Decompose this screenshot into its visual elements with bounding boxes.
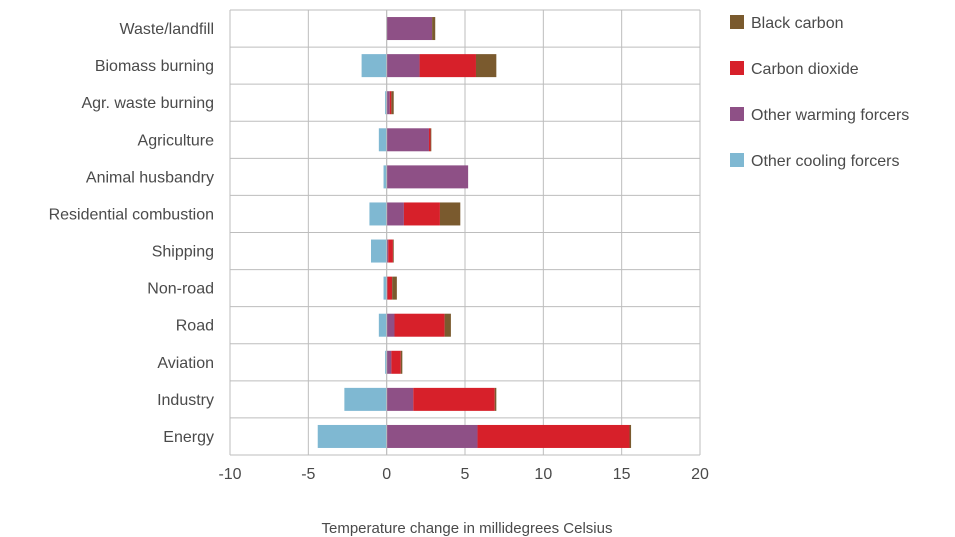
bar-segment xyxy=(400,350,403,374)
category-label: Road xyxy=(176,318,214,335)
bar-segment xyxy=(386,91,390,115)
category-label: Aviation xyxy=(157,355,214,372)
legend-label: Black carbon xyxy=(751,15,844,32)
category-label: Residential combustion xyxy=(49,206,214,223)
bar-segment xyxy=(391,91,394,115)
bar-segment xyxy=(369,202,387,226)
bar-segment xyxy=(383,276,387,300)
legend-swatch xyxy=(730,61,744,75)
bar-segment xyxy=(386,202,404,226)
bar-segment xyxy=(432,17,436,41)
bar-segment xyxy=(413,387,495,411)
bar-segment xyxy=(391,350,401,374)
category-label: Animal husbandry xyxy=(86,169,214,186)
bar-segment xyxy=(477,424,630,448)
bar-segment xyxy=(494,387,497,411)
legend-swatch xyxy=(730,153,744,167)
category-label: Energy xyxy=(163,429,214,446)
bar-segment xyxy=(378,128,387,152)
x-tick-label: 5 xyxy=(461,466,470,483)
category-label: Industry xyxy=(157,392,214,409)
bar-segment xyxy=(386,54,420,78)
bar-segment xyxy=(386,128,429,152)
category-label: Biomass burning xyxy=(95,58,214,75)
bar-segment xyxy=(386,239,389,263)
bar-segment xyxy=(403,202,440,226)
category-labels: Waste/landfill Biomass burning Agr. waste … xyxy=(49,21,215,446)
bar-segment xyxy=(386,387,414,411)
bar-segment xyxy=(361,54,387,78)
bar-segment xyxy=(386,313,395,337)
bar-segment xyxy=(439,202,461,226)
bar-segment xyxy=(430,128,432,152)
x-axis-title: Temperature change in millidegrees Celsi… xyxy=(322,520,613,537)
x-tick-label: 10 xyxy=(534,466,552,483)
bar-segment xyxy=(386,350,392,374)
x-tick-label: 0 xyxy=(382,466,391,483)
category-label: Agr. waste burning xyxy=(81,95,214,112)
bar-segment xyxy=(629,424,632,448)
bar-segment xyxy=(444,313,451,337)
x-tick-label: 15 xyxy=(613,466,631,483)
legend-swatch xyxy=(730,15,744,29)
bar-segment xyxy=(378,313,387,337)
category-label: Agriculture xyxy=(138,132,215,149)
category-label: Waste/landfill xyxy=(119,21,214,38)
bar-segment xyxy=(317,424,387,448)
bar-segment xyxy=(392,276,397,300)
bar-segment xyxy=(475,54,497,78)
x-tick-labels: -10 -5 0 5 10 15 20 xyxy=(218,466,709,483)
bar-segment xyxy=(386,165,469,189)
category-label: Shipping xyxy=(152,244,214,261)
grid-layer xyxy=(229,9,701,456)
bar-segment xyxy=(428,128,431,152)
category-label: Non-road xyxy=(147,281,214,298)
bar-segment xyxy=(371,239,387,263)
bar-segment xyxy=(385,91,387,115)
bars-layer xyxy=(317,10,632,455)
bar-segment xyxy=(383,165,387,189)
legend: Black carbon Carbon dioxide Other warming … xyxy=(730,15,909,170)
legend-swatch xyxy=(730,107,744,121)
legend-label: Other cooling forcers xyxy=(751,153,900,170)
bar-segment xyxy=(385,350,387,374)
bar-segment xyxy=(344,387,387,411)
bar-segment xyxy=(419,54,476,78)
bar-segment xyxy=(387,276,393,300)
x-tick-label: -5 xyxy=(301,466,315,483)
bar-segment xyxy=(392,239,394,263)
legend-label: Carbon dioxide xyxy=(751,61,859,78)
bar-segment xyxy=(386,424,478,448)
legend-label: Other warming forcers xyxy=(751,107,909,124)
bar-segment xyxy=(394,313,445,337)
x-tick-label: 20 xyxy=(691,466,709,483)
x-tick-label: -10 xyxy=(218,466,241,483)
bar-segment xyxy=(386,17,433,41)
bar-segment xyxy=(388,239,393,263)
bar-segment xyxy=(389,91,392,115)
